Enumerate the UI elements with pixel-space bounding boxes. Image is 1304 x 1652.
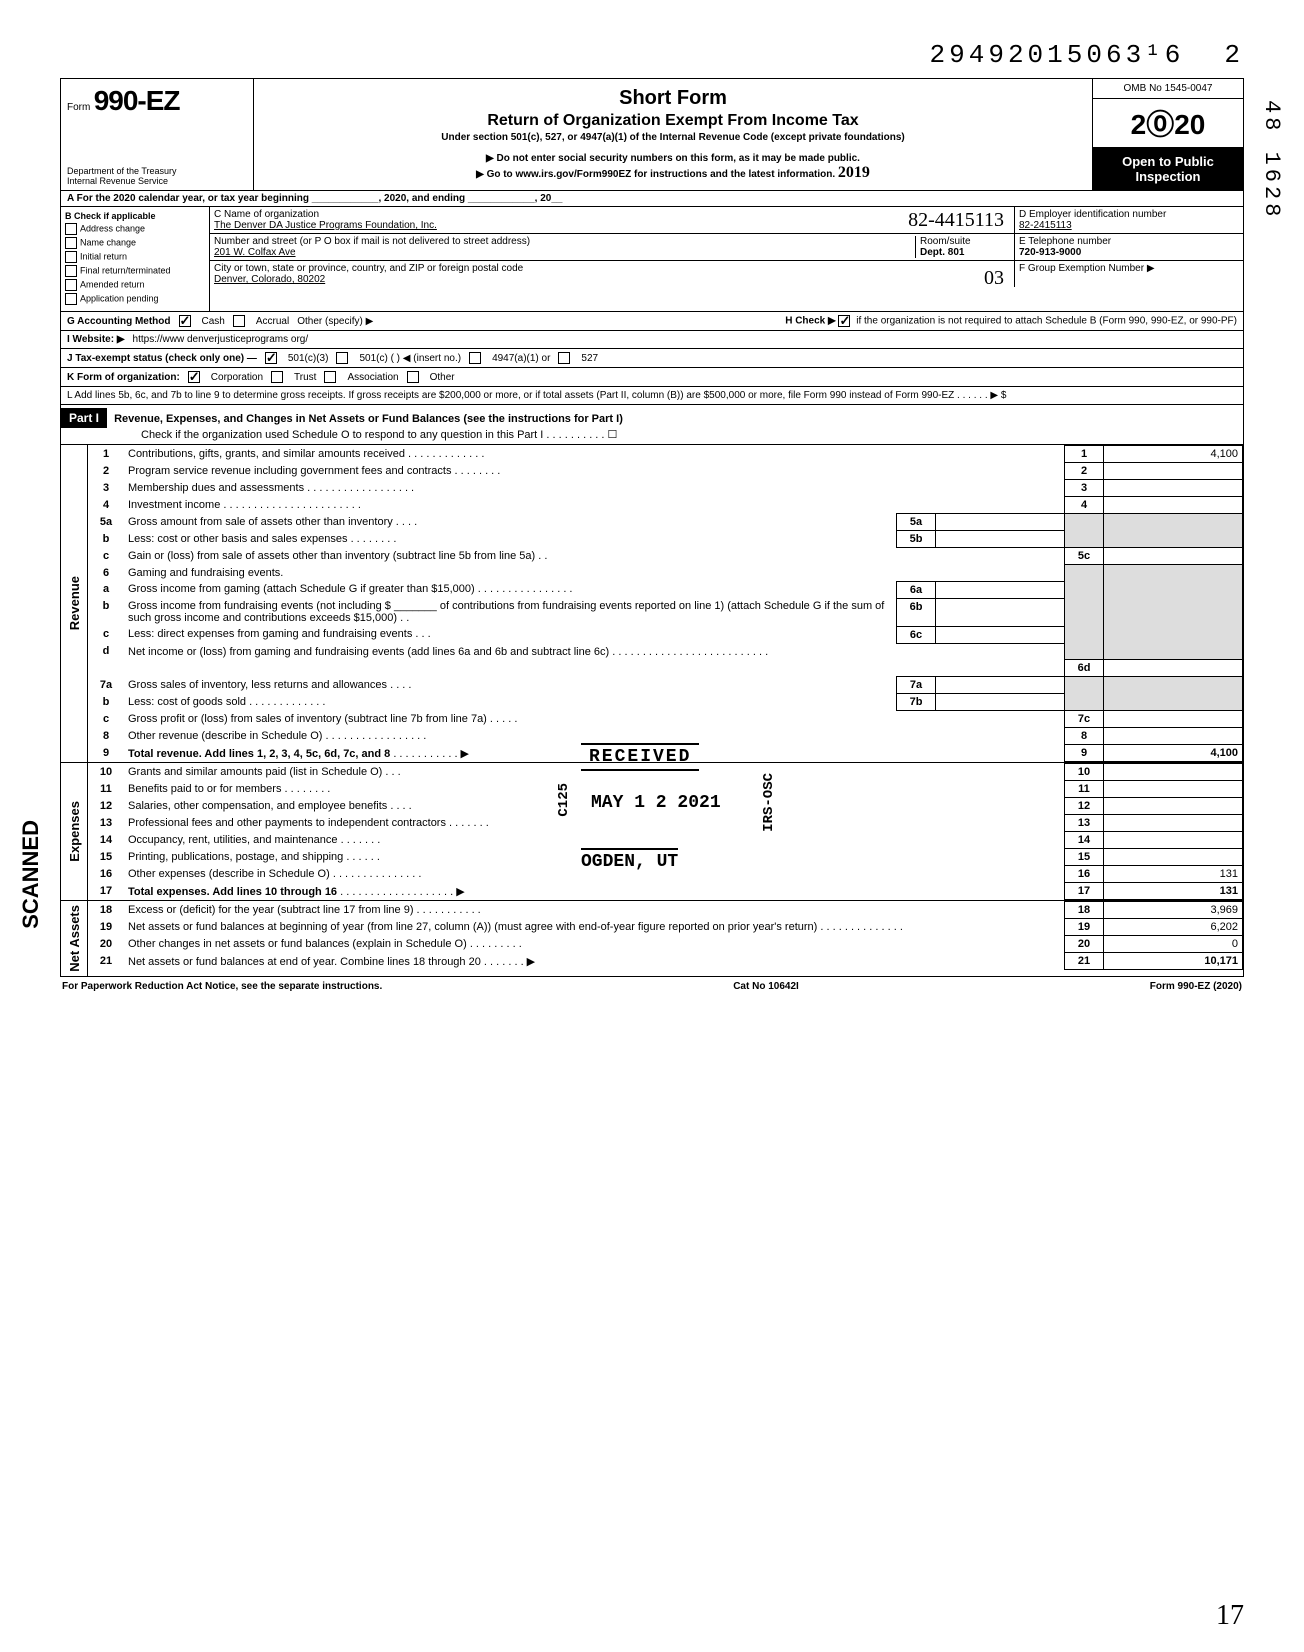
- page-number-handwritten: 17: [1216, 1600, 1244, 1632]
- dept-irs: Internal Revenue Service: [67, 176, 168, 186]
- form-prefix: Form: [67, 102, 90, 113]
- net-assets-label: Net Assets: [65, 901, 84, 976]
- expenses-section: Expenses 10Grants and similar amounts pa…: [61, 763, 1243, 901]
- checkbox-accrual[interactable]: [233, 315, 245, 327]
- checkbox-association[interactable]: [324, 371, 336, 383]
- revenue-label: Revenue: [65, 572, 84, 634]
- revenue-table: 1Contributions, gifts, grants, and simil…: [88, 445, 1243, 762]
- note-goto: ▶ Go to www.irs.gov/Form990EZ for instru…: [258, 164, 1088, 182]
- page-footer: For Paperwork Reduction Act Notice, see …: [60, 977, 1244, 996]
- checkbox-trust[interactable]: [271, 371, 283, 383]
- line-j-status: J Tax-exempt status (check only one) — 5…: [61, 349, 1243, 368]
- title-short-form: Short Form: [258, 87, 1088, 110]
- label-phone: E Telephone number: [1019, 236, 1111, 247]
- room-value: Dept. 801: [920, 247, 964, 258]
- form-990ez: Form 990-EZ Department of the Treasury I…: [60, 78, 1244, 977]
- line-g-accounting: G Accounting Method Cash Accrual Other (…: [61, 312, 1243, 331]
- label-group-exemption: F Group Exemption Number ▶: [1019, 263, 1155, 274]
- label-room: Room/suite: [920, 236, 971, 247]
- document-code: 29492015063¹62: [60, 40, 1244, 70]
- checkbox-schedule-b[interactable]: [838, 315, 850, 327]
- street-address: 201 W. Colfax Ave: [214, 247, 296, 258]
- phone-value: 720-913-9000: [1019, 247, 1081, 258]
- checkbox-4947[interactable]: [469, 352, 481, 364]
- checkbox-501c[interactable]: [336, 352, 348, 364]
- net-assets-section: Net Assets 18Excess or (deficit) for the…: [61, 901, 1243, 976]
- ein-value: 82-2415113: [1019, 220, 1072, 231]
- revenue-section: Revenue 1Contributions, gifts, grants, a…: [61, 445, 1243, 763]
- label-street: Number and street (or P O box if mail is…: [214, 236, 530, 247]
- line-i-website: I Website: ▶ https://www denverjusticepr…: [61, 331, 1243, 349]
- omb-number: OMB No 1545-0047: [1093, 79, 1243, 99]
- note-ssn: ▶ Do not enter social security numbers o…: [258, 153, 1088, 164]
- handwritten-year: 2019: [838, 164, 870, 181]
- stamp-location: OGDEN, UT: [581, 848, 678, 872]
- scanned-label: SCANNED: [18, 820, 44, 929]
- footer-cat-no: Cat No 10642I: [733, 981, 799, 992]
- form-number: 990-EZ: [94, 85, 180, 116]
- part-1-header: Part I Revenue, Expenses, and Changes in…: [61, 405, 1243, 445]
- checkbox-cash[interactable]: [179, 315, 191, 327]
- label-ein: D Employer identification number: [1019, 209, 1166, 220]
- checkbox-501c3[interactable]: [265, 352, 277, 364]
- stamp-irs-osc: IRS-OSC: [761, 773, 777, 832]
- entity-info-block: B Check if applicable Address change Nam…: [61, 207, 1243, 312]
- section-a-calendar-year: A For the 2020 calendar year, or tax yea…: [61, 191, 1243, 207]
- checkbox-527[interactable]: [558, 352, 570, 364]
- website-url: https://www denverjusticeprograms org/: [133, 334, 309, 345]
- label-org-name: C Name of organization: [214, 209, 319, 220]
- line-k-org-form: K Form of organization: Corporation Trus…: [61, 368, 1243, 387]
- handwritten-03: 03: [984, 267, 1004, 290]
- footer-paperwork: For Paperwork Reduction Act Notice, see …: [62, 981, 382, 992]
- label-city: City or town, state or province, country…: [214, 263, 523, 274]
- handwritten-ein: 82-4415113: [908, 209, 1004, 232]
- stamp-received: RECEIVED: [581, 743, 699, 771]
- expenses-label: Expenses: [65, 797, 84, 866]
- side-code: 48 1628: [1259, 100, 1284, 220]
- subtitle: Under section 501(c), 527, or 4947(a)(1)…: [258, 132, 1088, 143]
- checkbox-other[interactable]: [407, 371, 419, 383]
- open-to-public: Open to Public Inspection: [1093, 148, 1243, 190]
- stamp-date: MAY 1 2 2021: [591, 793, 721, 813]
- line-l-gross: L Add lines 5b, 6c, and 7b to line 9 to …: [61, 387, 1243, 405]
- tax-year: 2⓪20: [1093, 99, 1243, 148]
- city-value: Denver, Colorado, 80202: [214, 274, 325, 285]
- checkbox-corporation[interactable]: [188, 371, 200, 383]
- dept-treasury: Department of the Treasury: [67, 166, 177, 176]
- footer-form-ref: Form 990-EZ (2020): [1150, 981, 1242, 992]
- org-name: The Denver DA Justice Programs Foundatio…: [214, 220, 437, 231]
- stamp-c125: C125: [556, 783, 572, 817]
- expenses-table: 10Grants and similar amounts paid (list …: [88, 763, 1243, 900]
- form-header: Form 990-EZ Department of the Treasury I…: [61, 79, 1243, 191]
- block-b-checkboxes: B Check if applicable Address change Nam…: [61, 207, 210, 311]
- net-assets-table: 18Excess or (deficit) for the year (subt…: [88, 901, 1243, 970]
- title-return: Return of Organization Exempt From Incom…: [258, 112, 1088, 130]
